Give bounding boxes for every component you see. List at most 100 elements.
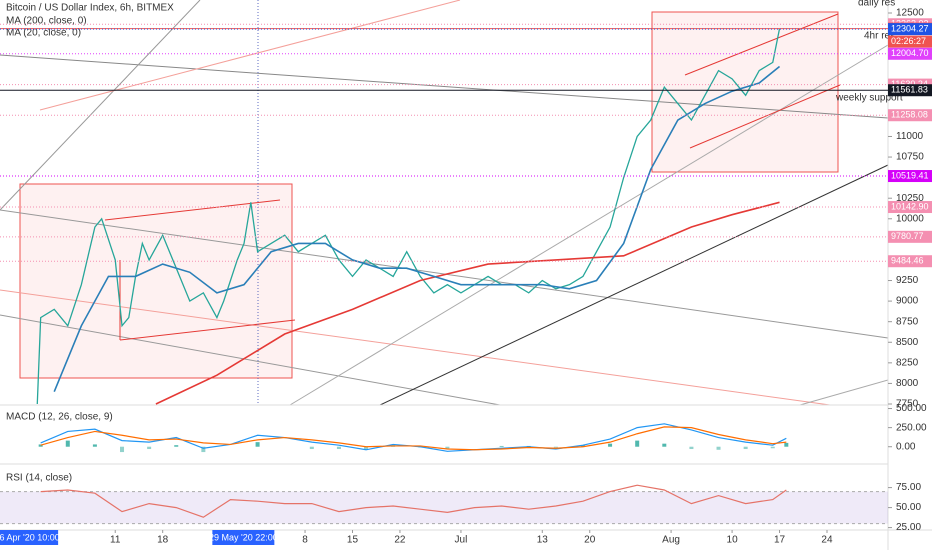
histogram-bar [38,444,43,447]
price-tag [888,255,932,268]
annotation: weekly support [835,93,903,104]
y-tick-label: 500.00 [896,403,927,414]
price-tag-label: 10519.41 [891,170,929,180]
range-box [651,11,839,173]
price-tag [888,109,932,122]
y-tick-label: 25.00 [896,522,921,533]
y-tick-label: 8000 [896,378,919,389]
trend-line [39,0,461,111]
price-tag [888,230,932,243]
trend-line [0,54,889,119]
x-tick-label: 22 [394,535,406,546]
histogram-bar [770,446,775,449]
histogram-bar [499,445,504,447]
price-tag-label: 10142.90 [891,201,929,211]
x-tick-label: 8 [302,535,308,546]
histogram-bar [716,446,721,450]
y-tick-label: 10750 [896,152,924,163]
trend-line [0,314,501,406]
y-tick-label: 8750 [896,316,919,327]
range-box [19,183,293,379]
annotation: 4hr res [864,31,895,42]
price-tag-label: 11561.83 [891,85,928,95]
x-tick-label: 18 [157,535,169,546]
x-tick-label: 20 [584,535,596,546]
price-tag-label: 9484.46 [891,256,924,266]
histogram-bar [580,445,585,447]
support-line [379,164,889,406]
histogram-bar [364,446,369,450]
panel-title: RSI (14, close) [6,473,72,484]
price-tag [888,23,932,36]
y-tick-label: 12500 [896,8,924,19]
rsi-line [40,484,787,518]
histogram-bar [147,446,152,450]
y-tick-label: 8250 [896,357,919,368]
y-tick-label: 9000 [896,296,919,307]
y-tick-label: 11000 [896,131,924,142]
price-tag-label: 11630.24 [891,79,928,89]
x-tick-label: Jul [455,535,468,546]
x-tick-label: 15 [347,535,359,546]
y-tick-label: 50.00 [896,502,921,513]
histogram-bar [662,443,667,447]
chart-title: Bitcoin / US Dollar Index, 6h, BITMEX [6,3,174,14]
channel-line [684,13,839,76]
x-tick-label: 24 [821,535,833,546]
price-tag [888,47,932,60]
moving-average [53,65,781,392]
y-tick-label: 8500 [896,337,919,348]
rsi-band [0,491,888,524]
histogram-bar [174,445,179,447]
x-tick-label: 29 May '20 22:00 [209,532,278,542]
y-tick-label: 10250 [896,193,924,204]
histogram-bar [743,446,748,450]
legend-entry: MA (20, close, 0) [6,28,81,39]
macd-line [40,426,787,451]
y-tick-label: 7750 [896,399,919,410]
crosshair-label-box [0,530,59,545]
y-tick-label: 250.00 [896,422,927,433]
countdown-box [888,35,932,48]
price-tag-label: 12004.70 [891,48,929,58]
countdown: 02:26:27 [891,36,926,46]
trend-line [0,289,831,406]
histogram-bar [553,446,558,448]
price-tag [888,170,932,183]
y-tick-label: 10000 [896,213,924,224]
x-tick-label: Aug [662,535,680,546]
x-tick-label: 13 [537,535,549,546]
histogram-bar [65,440,70,447]
x-tick-label: 11 [110,535,121,546]
histogram-bar [92,444,97,447]
trend-line [799,379,889,406]
channel-line [119,319,296,341]
histogram-bar [201,446,206,453]
y-tick-label: 0.00 [896,441,916,452]
price-tag [888,84,932,97]
histogram-bar [689,446,694,450]
histogram-bar [784,442,789,447]
histogram-bar [255,442,260,447]
panel-title: MACD (12, 26, close, 9) [6,412,113,423]
price-tags: 12363.0212310.3402:26:2712304.2712004.70… [888,18,932,268]
x-tick-label: 26 Apr '20 10:00 [0,532,60,542]
moving-average [155,201,780,405]
legend-entry: MA (200, close, 0) [6,16,87,27]
annotation: daily res [858,0,895,9]
price-tag-label: 12304.27 [891,23,929,33]
histogram-bar [120,446,125,453]
price-tag [888,201,932,214]
trend-line [289,44,889,406]
histogram-bar [635,440,640,447]
price-line [36,28,781,405]
x-tick-label: 17 [774,535,786,546]
histogram-bar [608,443,613,447]
y-tick-label: 9250 [896,275,919,286]
price-tag-label: 11258.08 [891,110,928,120]
crosshair-label-box [212,530,275,545]
x-tick-label: 10 [727,535,739,546]
histogram-bar [445,446,450,450]
price-tag-label: 9780.77 [891,231,924,241]
